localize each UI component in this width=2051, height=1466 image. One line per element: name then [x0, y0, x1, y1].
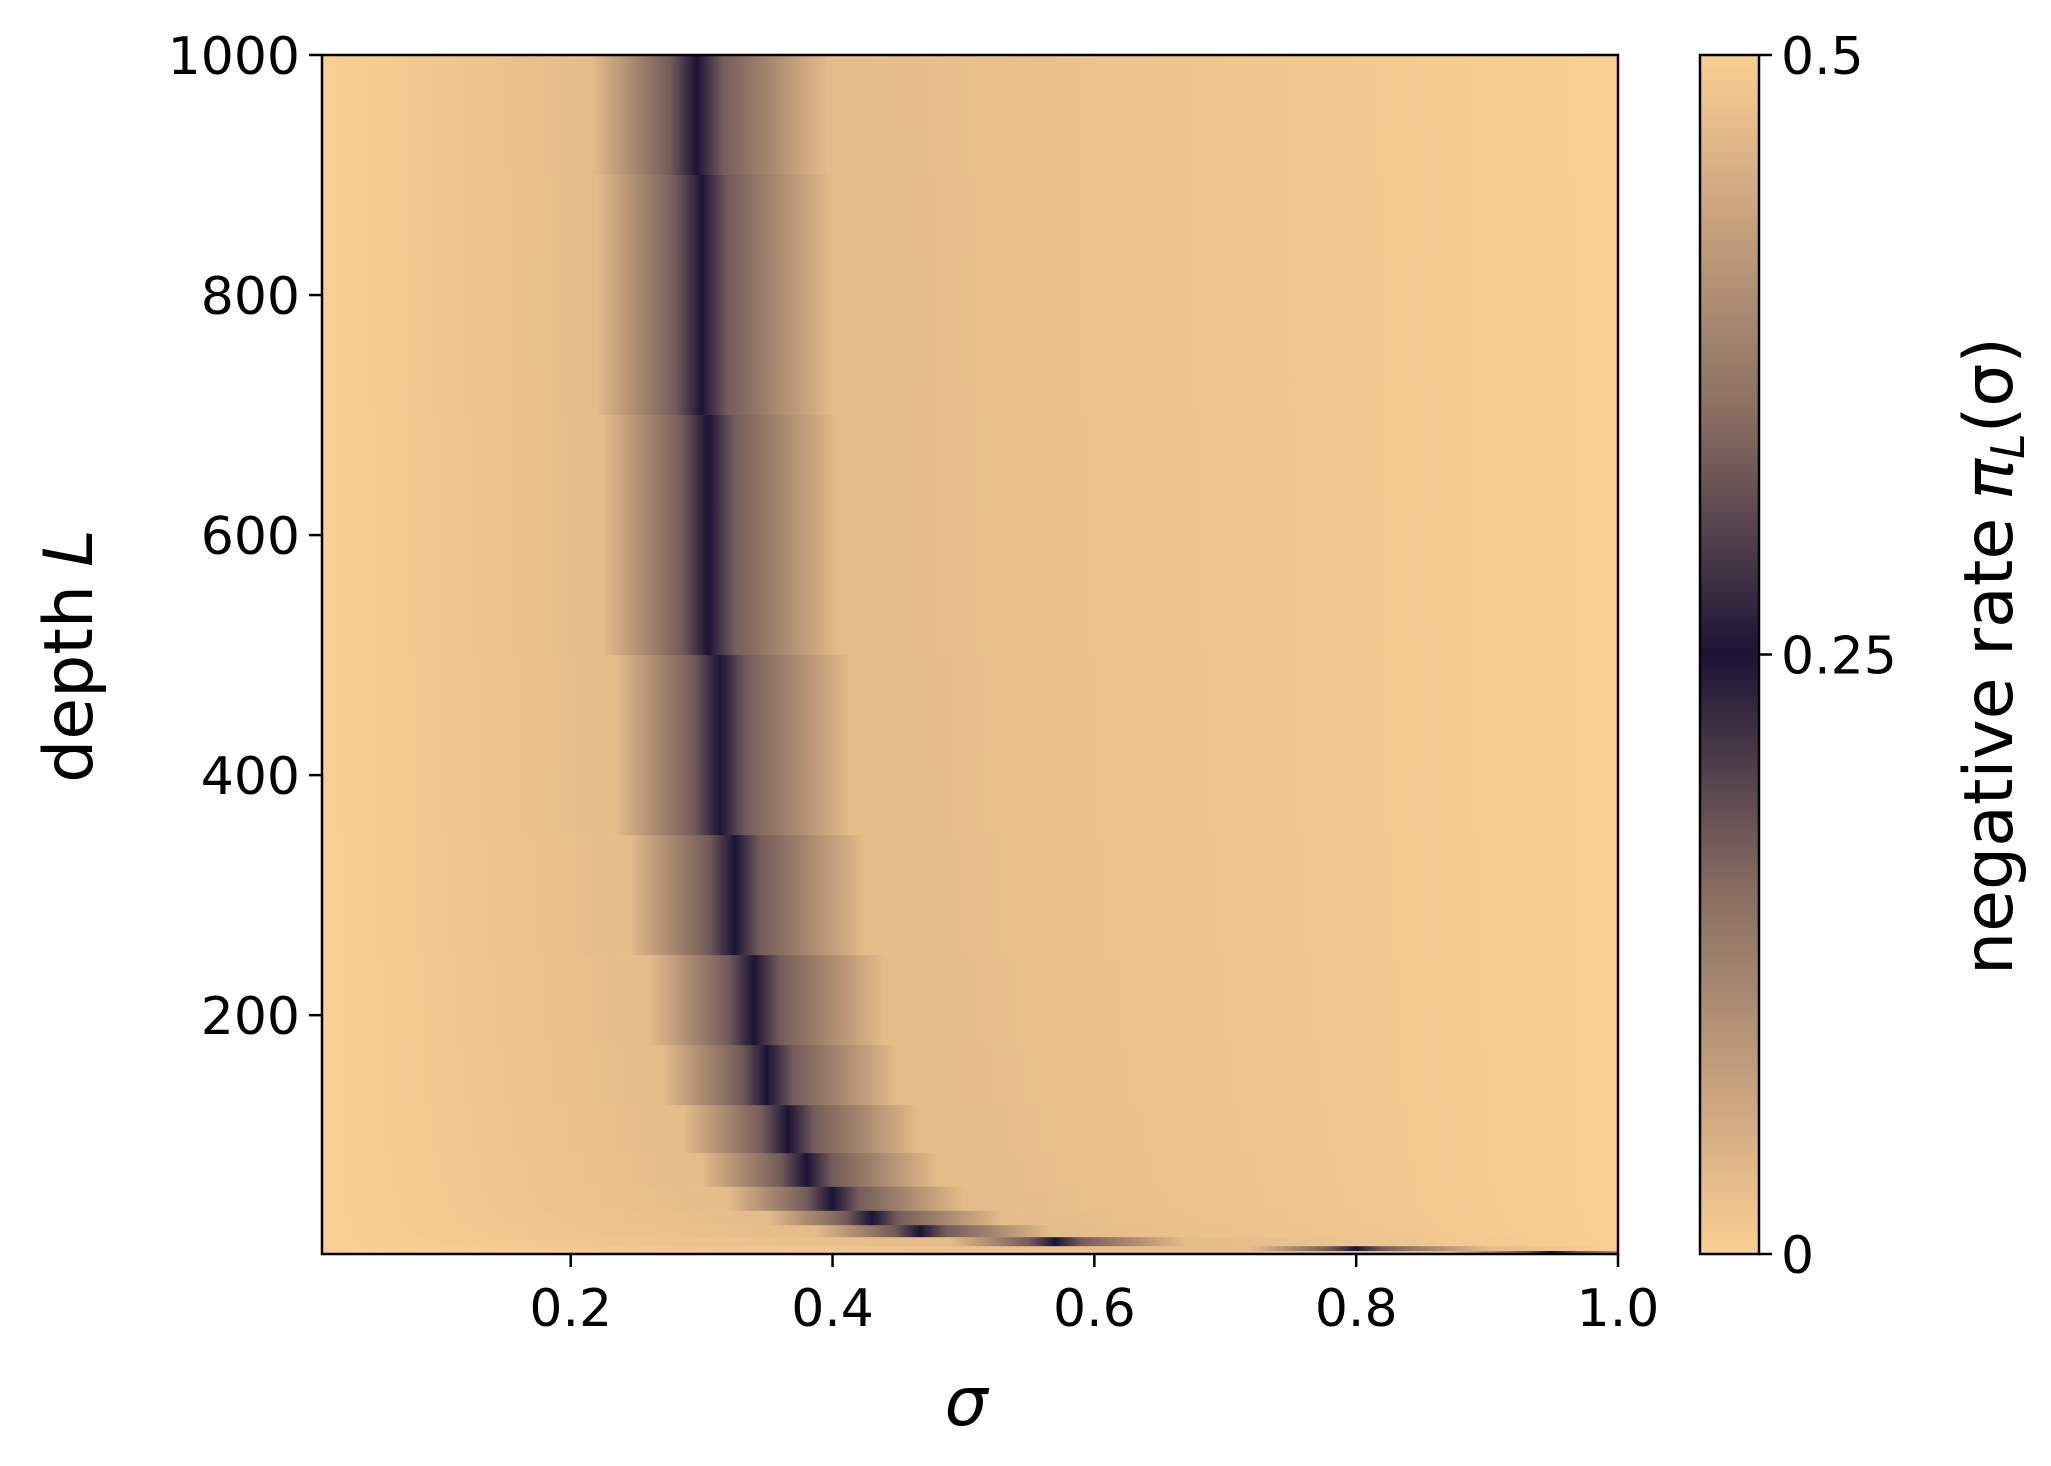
- heatmap-row: [322, 1153, 1618, 1188]
- heatmap-row: [322, 1225, 1618, 1238]
- colorbar-label-text: negative rate: [1950, 518, 2029, 975]
- colorbar-tick-label: 0.5: [1781, 27, 1864, 87]
- heatmap: [322, 55, 1618, 1255]
- heatmap-row: [322, 955, 1618, 1046]
- y-tick-label: 400: [201, 747, 300, 807]
- y-label-symbol: L: [30, 529, 109, 567]
- colorbar-label-argument: (σ): [1950, 337, 2029, 433]
- heatmap-row: [322, 55, 1618, 176]
- x-tick-label: 0.8: [1315, 1279, 1398, 1339]
- heatmap-row: [322, 1105, 1618, 1154]
- heatmap-row: [322, 1186, 1618, 1212]
- y-tick-label: 800: [201, 267, 300, 327]
- y-label-text: depth: [30, 585, 109, 783]
- x-tick-label: 0.2: [529, 1279, 612, 1339]
- heatmap-row: [322, 1246, 1618, 1252]
- heatmap-row: [322, 175, 1618, 416]
- x-tick-label: 0.6: [1053, 1279, 1136, 1339]
- heatmap-row: [322, 1250, 1618, 1255]
- heatmap-row: [322, 1210, 1618, 1226]
- colorbar-label: negative rate πL(σ): [1950, 337, 2035, 975]
- colorbar-tick-label: 0: [1781, 1226, 1814, 1286]
- y-tick-label: 600: [201, 507, 300, 567]
- x-tick-label: 0.4: [791, 1279, 874, 1339]
- heatmap-row: [322, 1237, 1618, 1247]
- y-tick-label: 1000: [168, 27, 300, 87]
- colorbar-label-subscript: L: [1981, 433, 2035, 459]
- colorbar-tick-label: 0.25: [1781, 627, 1897, 687]
- x-tick-label: 1.0: [1577, 1279, 1660, 1339]
- heatmap-row: [322, 1045, 1618, 1106]
- y-axis-label: depth L: [30, 529, 109, 783]
- heatmap-row: [322, 655, 1618, 836]
- colorbar-label-symbol: π: [1950, 458, 2029, 500]
- heatmap-row: [322, 415, 1618, 656]
- colorbar: [1698, 53, 1761, 1256]
- heatmap-row: [322, 835, 1618, 956]
- x-axis-label: σ: [944, 1363, 989, 1442]
- plot-frame: [320, 53, 1620, 1256]
- y-tick-label: 200: [201, 987, 300, 1047]
